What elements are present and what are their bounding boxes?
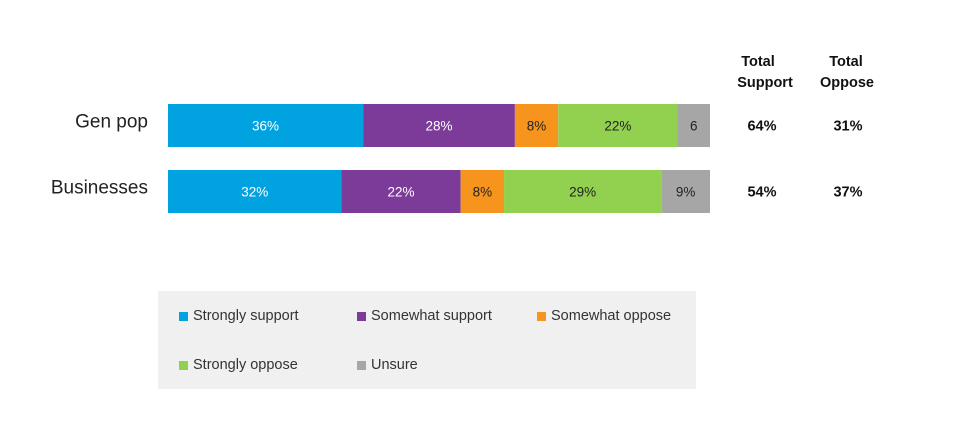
- legend-swatch: [537, 311, 546, 321]
- bar-segment-strongly-oppose: [558, 104, 678, 147]
- bar-segment-strongly-support: [168, 170, 342, 213]
- legend-item: Somewhat oppose: [537, 308, 671, 324]
- bar-segment-somewhat-oppose: [460, 170, 505, 213]
- total-oppose-header-line2: Oppose: [820, 75, 874, 91]
- total-oppose-value: 31%: [833, 119, 862, 135]
- legend-swatch: [357, 311, 366, 321]
- total-support-header-line1: Total: [741, 54, 775, 70]
- legend-item: Unsure: [357, 357, 418, 373]
- data-label: 9%: [676, 185, 696, 200]
- total-support-value: 64%: [747, 119, 776, 135]
- legend-label: Somewhat support: [371, 308, 492, 324]
- data-label: 8%: [527, 119, 547, 134]
- total-oppose-value: 37%: [833, 185, 862, 201]
- data-label: 32%: [241, 185, 268, 200]
- data-label: 29%: [569, 185, 596, 200]
- data-label: 8%: [473, 185, 493, 200]
- data-label: 22%: [604, 119, 631, 134]
- category-label: Businesses: [51, 178, 148, 199]
- data-label: 28%: [425, 119, 452, 134]
- data-label: 22%: [388, 185, 415, 200]
- legend-item: Somewhat support: [357, 308, 492, 324]
- total-support-value: 54%: [747, 185, 776, 201]
- bar-segment-somewhat-support: [363, 104, 515, 147]
- bar-segment-somewhat-support: [341, 170, 461, 213]
- bar-segment-somewhat-oppose: [514, 104, 559, 147]
- legend-swatch: [179, 360, 188, 370]
- category-label: Gen pop: [75, 112, 148, 133]
- legend-label: Somewhat oppose: [551, 308, 672, 324]
- legend-swatch: [179, 311, 188, 321]
- data-label: 36%: [252, 119, 279, 134]
- data-label: 6: [690, 119, 698, 134]
- bar-segment-unsure: [661, 170, 710, 213]
- legend-label: Strongly support: [193, 308, 299, 324]
- bar-segment-strongly-support: [168, 104, 364, 147]
- legend-label: Strongly oppose: [193, 357, 298, 373]
- legend-item: Strongly oppose: [179, 357, 298, 373]
- total-oppose-header-line1: Total: [829, 54, 863, 70]
- legend: Strongly support Somewhat support Somewhat…: [158, 291, 696, 389]
- legend-item: Strongly support: [179, 308, 299, 324]
- legend-label: Unsure: [371, 357, 418, 373]
- bar-segment-unsure: [677, 104, 710, 147]
- legend-swatch: [357, 360, 366, 370]
- bar-segment-strongly-oppose: [504, 170, 662, 213]
- total-support-header-line2: Support: [737, 75, 793, 91]
